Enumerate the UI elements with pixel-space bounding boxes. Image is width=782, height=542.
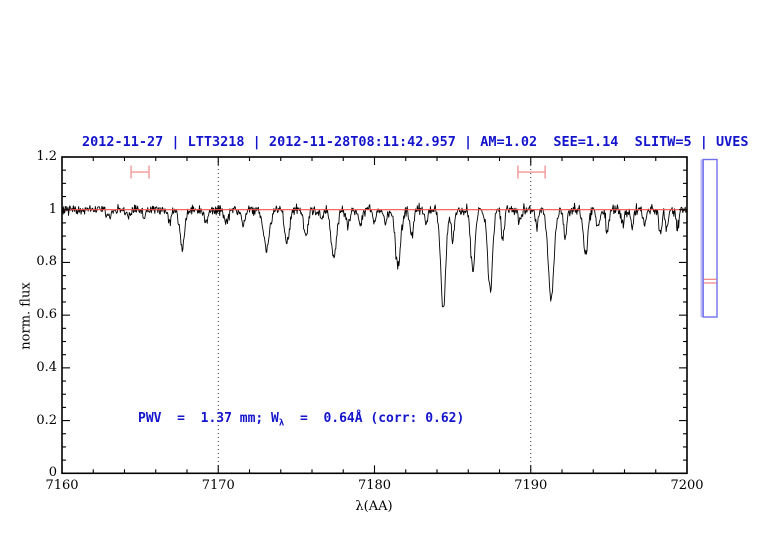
y-tick-label: 0.4 <box>36 359 57 375</box>
x-tick-label: 7170 <box>201 478 235 493</box>
pwv-annotation-post: = 0.64Å (corr: 0.62) <box>284 411 465 426</box>
x-tick-label: 7190 <box>514 478 548 493</box>
y-tick-label: 0.6 <box>36 307 57 323</box>
y-tick-label: 0.2 <box>36 412 57 428</box>
pwv-annotation-sub: λ <box>278 418 285 429</box>
x-tick-label: 7180 <box>357 478 392 493</box>
side-panel <box>700 158 718 318</box>
spectrum-trace <box>61 202 688 308</box>
range-marker <box>517 165 546 179</box>
range-marker <box>130 165 150 179</box>
pwv-annotation: PWV = 1.37 mm; Wλ = 0.64Å (corr: 0.62) <box>138 411 464 429</box>
y-tick-label: 1.2 <box>36 149 57 164</box>
y-tick-label: 0.8 <box>36 254 57 270</box>
plot-title: 2012-11-27 | LTT3218 | 2012-11-28T08:11:… <box>82 134 749 150</box>
x-axis-label: λ(AA) <box>355 499 393 514</box>
y-tick-label: 1 <box>48 201 57 217</box>
pwv-annotation-pre: PWV = 1.37 mm; W <box>138 411 279 426</box>
axis-ticks <box>61 156 688 474</box>
x-tick-label: 7200 <box>670 478 704 493</box>
x-tick-label: 7160 <box>45 478 79 493</box>
y-tick-label: 0 <box>48 465 57 481</box>
